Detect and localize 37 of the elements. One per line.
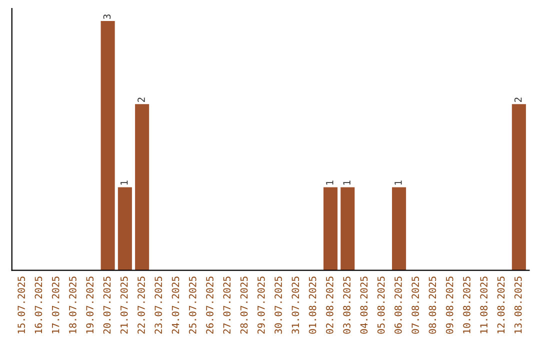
x-tick-label: 17.07.2025 <box>52 276 60 334</box>
x-tick-label: 07.08.2025 <box>412 276 419 334</box>
data-label: 3 <box>103 14 111 19</box>
x-tick-label: 13.08.2025 <box>514 276 522 334</box>
x-tick-label: 05.08.2025 <box>377 276 385 334</box>
x-tick-label: 11.08.2025 <box>480 276 488 334</box>
data-label: 1 <box>326 180 334 185</box>
x-tick-label: 30.07.2025 <box>274 276 282 334</box>
x-tick-label: 16.07.2025 <box>34 276 42 334</box>
x-tick-label: 25.07.2025 <box>188 276 196 334</box>
x-tick-label: 12.08.2025 <box>497 276 505 334</box>
x-tick-label: 23.07.2025 <box>154 276 162 334</box>
x-tick-label: 27.07.2025 <box>223 276 231 334</box>
x-tick-label: 08.08.2025 <box>428 276 436 334</box>
x-tick-label: 06.08.2025 <box>394 276 402 334</box>
data-label: 2 <box>138 98 145 102</box>
x-tick-label: 28.07.2025 <box>240 276 248 334</box>
data-label: 1 <box>120 180 128 185</box>
x-tick-label: 29.07.2025 <box>257 276 265 334</box>
x-tick-label: 02.08.2025 <box>326 276 334 334</box>
x-tick-label: 03.08.2025 <box>343 276 350 334</box>
x-tick-label: 18.07.2025 <box>69 276 76 334</box>
x-tick-label: 10.08.2025 <box>463 276 470 334</box>
x-tick-label: 09.08.2025 <box>446 276 454 334</box>
x-tick-label: 19.07.2025 <box>86 276 94 334</box>
x-tick-label: 15.07.2025 <box>18 276 26 334</box>
data-label: 1 <box>394 180 402 185</box>
data-label: 2 <box>514 98 522 102</box>
x-tick-label: 22.07.2025 <box>138 276 145 334</box>
data-label: 1 <box>343 180 350 185</box>
x-tick-label: 20.07.2025 <box>103 276 111 334</box>
x-tick-label: 01.08.2025 <box>308 276 316 334</box>
x-tick-label: 24.07.2025 <box>172 276 180 334</box>
x-tick-label: 26.07.2025 <box>206 276 214 334</box>
x-tick-label: 04.08.2025 <box>360 276 368 334</box>
x-tick-label: 21.07.2025 <box>120 276 128 334</box>
x-tick-label: 31.07.2025 <box>292 276 300 334</box>
